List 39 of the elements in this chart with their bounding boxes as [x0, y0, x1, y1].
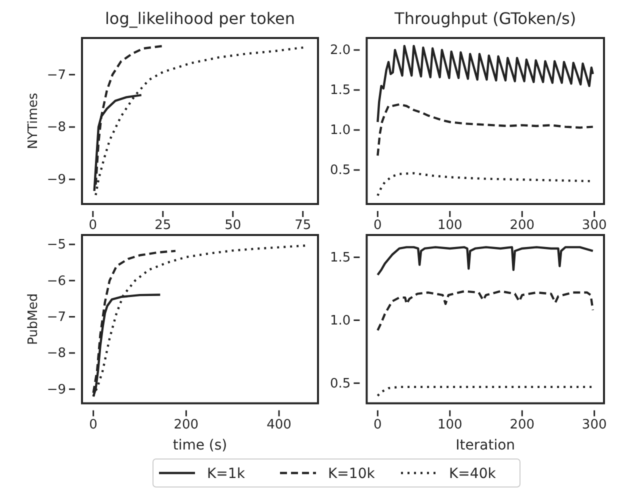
- y-tick-label: 1.5: [330, 83, 351, 98]
- x-axis-title: Iteration: [456, 437, 516, 454]
- y-axis-title: NYTimes: [26, 92, 41, 150]
- x-tick-label: 200: [510, 218, 535, 234]
- x-tick-label: 100: [437, 418, 462, 433]
- y-tick-label: 1.0: [330, 123, 351, 138]
- y-tick-label: 1.0: [330, 313, 351, 328]
- x-tick-label: 75: [294, 218, 312, 234]
- y-tick-label: −6: [46, 274, 66, 289]
- y-tick-label: 2.0: [330, 43, 351, 58]
- x-tick-label: 300: [582, 418, 607, 433]
- legend-label: K=10k: [328, 466, 376, 482]
- x-tick-label: 50: [224, 218, 242, 234]
- y-tick-label: 0.5: [330, 376, 351, 392]
- y-tick-label: −8: [46, 120, 66, 136]
- y-tick-label: −9: [46, 172, 66, 188]
- y-axis-title: PubMed: [26, 293, 41, 345]
- x-tick-label: 0: [89, 418, 98, 433]
- x-tick-label: 0: [88, 218, 98, 234]
- y-tick-label: −8: [46, 346, 66, 362]
- x-tick-label: 400: [266, 418, 292, 433]
- chart-title: log_likelihood per token: [104, 9, 296, 28]
- x-tick-label: 0: [374, 218, 382, 234]
- x-tick-label: 25: [154, 218, 172, 234]
- y-tick-label: −7: [46, 68, 66, 83]
- chart-title: Throughput (GToken/s): [394, 9, 576, 28]
- x-axis-title: time (s): [172, 437, 228, 454]
- x-tick-label: 0: [374, 418, 382, 433]
- x-tick-label: 300: [582, 218, 607, 234]
- x-tick-label: 200: [174, 418, 199, 433]
- x-tick-label: 200: [510, 418, 535, 433]
- legend-label: K=1k: [207, 466, 246, 482]
- legend-label: K=40k: [449, 466, 497, 482]
- y-tick-label: −9: [46, 382, 66, 398]
- y-tick-label: 1.5: [330, 250, 351, 266]
- x-tick-label: 100: [437, 218, 462, 234]
- y-tick-label: −7: [46, 310, 66, 325]
- y-tick-label: −5: [46, 238, 66, 253]
- y-tick-label: 0.5: [330, 163, 351, 178]
